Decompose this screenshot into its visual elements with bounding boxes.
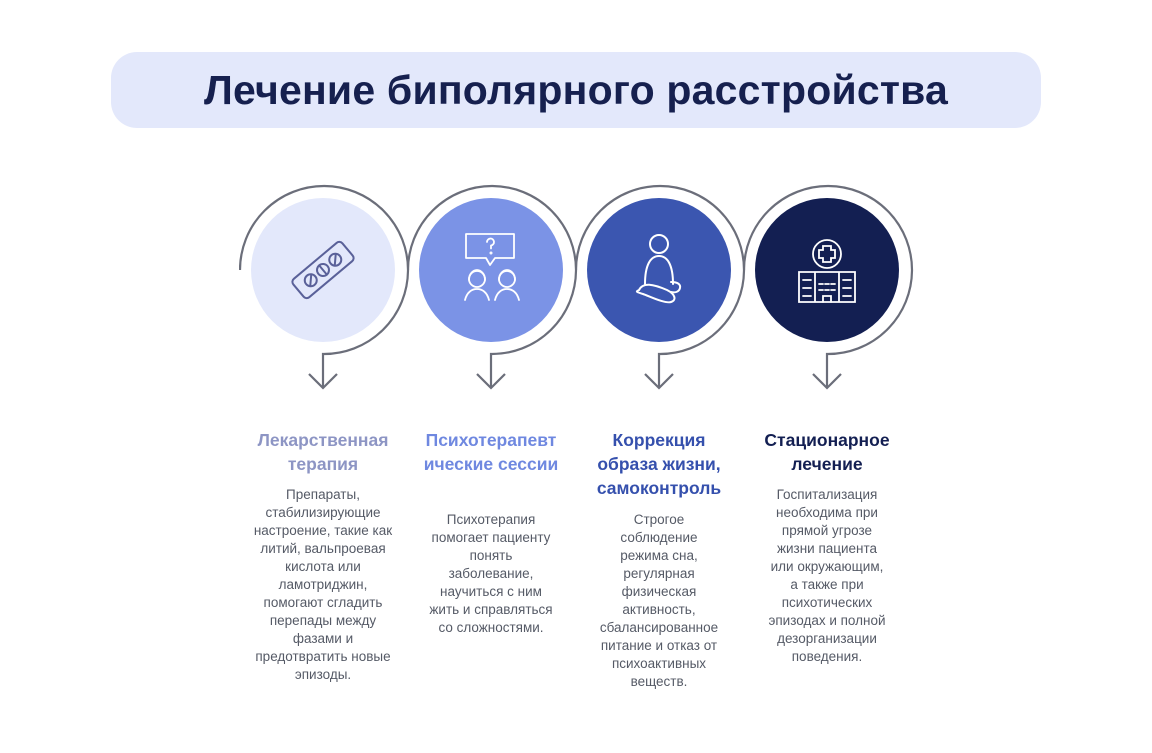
arrow-down-icon (644, 373, 674, 390)
step-circle (755, 198, 899, 342)
step-graphic (743, 184, 914, 390)
step-graphic (239, 184, 410, 390)
arrow-down-icon (476, 373, 506, 390)
arrow-down-icon (308, 373, 338, 390)
step-circle (419, 198, 563, 342)
step-description: Психотерапия помогает пациенту понять за… (429, 512, 553, 635)
meditating-person-icon (635, 234, 682, 304)
arc-connector (743, 184, 914, 388)
step-description: Строгое соблюдение режима сна, регулярна… (599, 512, 719, 689)
step-graphic (407, 184, 578, 390)
arc-connector (407, 184, 578, 388)
arc-connector (239, 184, 410, 388)
step-description: Препараты, стабилизирующие настроение, т… (253, 487, 393, 682)
title-banner: Лечение биполярного расстройства (111, 52, 1041, 128)
therapy-conversation-icon (464, 233, 520, 301)
page-title: Лечение биполярного расстройства (204, 66, 948, 113)
hospital-icon (798, 239, 856, 303)
arrow-down-icon (812, 373, 842, 390)
arc-connector (575, 184, 746, 388)
step-heading: Стационарное лечение (764, 430, 890, 474)
step-heading: Коррекция образа жизни, самоконтроль (596, 430, 722, 498)
step-description: Госпитализация необходима при прямой угр… (768, 487, 886, 664)
step-heading: Лекарственная терапия (257, 430, 389, 474)
step-graphic (575, 184, 746, 390)
step-circle (587, 198, 731, 342)
pill-blister-icon (291, 240, 355, 300)
step-heading: Психотерапевтические сессии (423, 430, 559, 474)
